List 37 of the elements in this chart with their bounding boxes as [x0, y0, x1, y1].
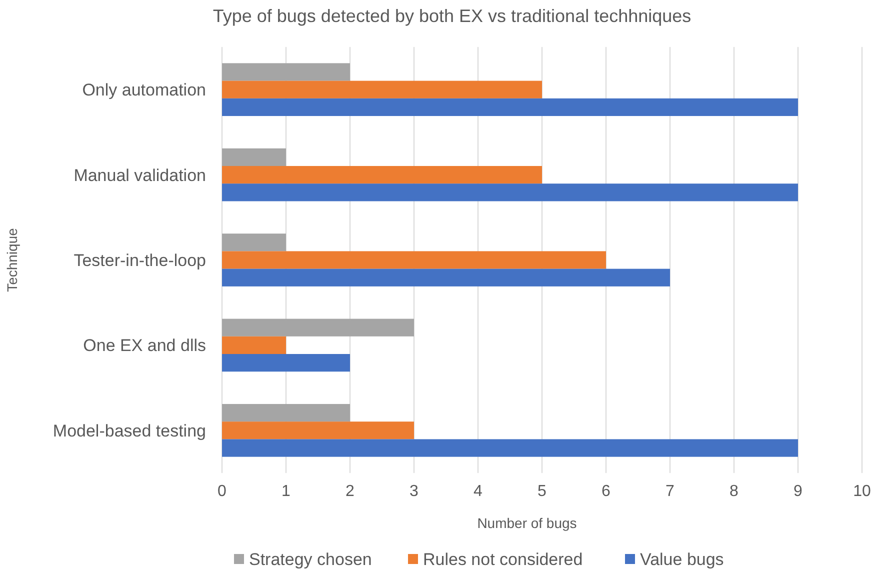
- bar: [222, 234, 286, 252]
- bar: [222, 251, 606, 269]
- y-tick-label: Tester-in-the-loop: [74, 250, 206, 270]
- bar: [222, 336, 286, 354]
- x-tick-label: 8: [730, 483, 739, 500]
- x-tick-label: 2: [346, 483, 355, 500]
- x-tick-label: 9: [794, 483, 803, 500]
- y-tick-label: Model-based testing: [52, 421, 206, 440]
- legend-label: Value bugs: [640, 550, 724, 569]
- y-tick-label: Manual validation: [74, 166, 206, 185]
- x-tick-label: 0: [218, 483, 227, 500]
- x-tick-label: 6: [602, 483, 611, 500]
- x-tick-label: 4: [474, 483, 483, 500]
- legend-label: Rules not considered: [423, 550, 583, 569]
- bar: [222, 268, 670, 286]
- bar: [222, 148, 286, 166]
- bar: [222, 98, 798, 116]
- y-axis-title: Technique: [4, 228, 20, 292]
- y-tick-label: Only automation: [82, 80, 206, 100]
- x-tick-label: 5: [538, 483, 547, 500]
- x-tick-label: 7: [666, 483, 675, 500]
- x-tick-label: 3: [410, 483, 419, 500]
- x-tick-label: 10: [853, 483, 871, 500]
- bar: [222, 166, 542, 184]
- x-tick-label: 1: [282, 483, 291, 500]
- bar: [222, 404, 350, 422]
- bar: [222, 354, 350, 372]
- x-axis-title: Number of bugs: [477, 515, 577, 531]
- bar: [222, 184, 798, 202]
- bar: [222, 63, 350, 81]
- bar: [222, 439, 798, 457]
- bar: [222, 422, 414, 440]
- chart-title: Type of bugs detected by both EX vs traditional techhniques: [212, 6, 692, 26]
- y-tick-label: One EX and dlls: [83, 336, 206, 356]
- bar: [222, 318, 414, 336]
- bar: [222, 80, 542, 98]
- legend-label: Strategy chosen: [249, 550, 372, 569]
